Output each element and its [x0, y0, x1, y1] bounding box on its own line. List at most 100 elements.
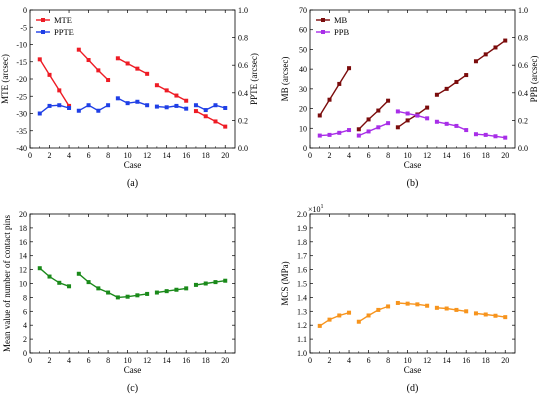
data-point [67, 284, 72, 289]
data-point [444, 306, 449, 311]
x-tick-label: 12 [423, 151, 431, 160]
data-point [454, 123, 459, 128]
y-axis-label-left: MCS (MPa) [280, 261, 290, 305]
data-point [356, 133, 361, 138]
series-line [156, 105, 187, 110]
legend-swatch-marker [321, 30, 325, 34]
data-point [464, 73, 469, 78]
legend-swatch-marker [321, 18, 325, 22]
series-line [156, 287, 187, 294]
x-axis-label: Case [404, 365, 422, 375]
data-point [76, 47, 81, 52]
x-tick-label: 8 [386, 151, 390, 160]
y-tick-label-left: 40 [299, 65, 307, 74]
y-axis-label-right: PPTE (arcsec) [249, 53, 259, 105]
x-tick-label: 8 [386, 356, 390, 365]
series-line [319, 67, 350, 116]
x-tick-label: 18 [482, 151, 490, 160]
y-tick-label-right: 0.0 [238, 144, 248, 153]
y-tick-label-right: 0.0 [518, 144, 528, 153]
data-point [356, 127, 361, 132]
data-point [454, 307, 459, 312]
data-point [106, 78, 111, 83]
data-point [57, 280, 62, 285]
data-point [464, 128, 469, 133]
data-point [317, 113, 322, 118]
y-tick-label-left: 30 [299, 85, 307, 94]
data-point [37, 57, 42, 62]
legend-swatch-marker [41, 18, 45, 22]
data-point [327, 132, 332, 137]
x-tick-label: 10 [124, 151, 132, 160]
data-point [347, 66, 352, 71]
y-tick-label-right: 0.2 [518, 116, 528, 125]
y-tick-label-left: 1.5 [297, 280, 307, 289]
x-tick-label: 16 [182, 151, 190, 160]
x-tick-label: 16 [462, 356, 470, 365]
y-tick-label-left: 1.4 [297, 293, 307, 302]
data-point [473, 59, 478, 64]
data-point [135, 293, 140, 298]
x-tick-label: 6 [87, 151, 91, 160]
data-point [493, 45, 498, 50]
panel-b: 0 2 4 6 8 10 12 14 16 18 20 Case 0 10 20 30 40 50 60 70 MB (… [280, 6, 539, 189]
x-tick-label: 14 [163, 151, 171, 160]
data-point [473, 132, 478, 137]
data-point [356, 319, 361, 324]
legend-swatch-marker [41, 30, 45, 34]
y-tick-label-left: 20 [19, 210, 27, 219]
data-point [67, 103, 72, 108]
series-line [39, 58, 70, 107]
series-line [436, 74, 467, 96]
data-point [386, 121, 391, 126]
y-tick-label-right: 0.4 [518, 89, 528, 98]
data-point [386, 304, 391, 309]
y-tick-label-left: 1.1 [297, 335, 307, 344]
series-line [475, 40, 506, 62]
data-point [493, 134, 498, 139]
x-tick-label: 8 [106, 356, 110, 365]
series-line [37, 266, 228, 300]
panel-a: 0 2 4 6 8 10 12 14 16 18 20 Case -40 -35 -30 -25 -20 -15 -… [0, 6, 259, 189]
data-point [37, 266, 42, 271]
data-point [213, 119, 218, 124]
y-tick-label-left: 0 [303, 144, 307, 153]
y-tick-label-left: 1.3 [297, 307, 307, 316]
x-tick-label: 0 [308, 356, 312, 365]
y-axis-label-left: Mean value of number of contact pins [2, 215, 12, 352]
data-point [395, 300, 400, 305]
y-tick-label-right: 0.4 [238, 89, 248, 98]
y-tick-label-left: 2.0 [297, 210, 307, 219]
data-point [57, 88, 62, 93]
data-point [395, 125, 400, 130]
panel-label: (d) [407, 383, 419, 394]
data-point [96, 68, 101, 73]
data-point [405, 301, 410, 306]
x-tick-label: 2 [48, 356, 52, 365]
data-point [193, 282, 198, 287]
x-tick-label: 6 [367, 151, 371, 160]
data-point [366, 117, 371, 122]
y-tick-label-left: 20 [299, 105, 307, 114]
data-point [96, 286, 101, 291]
x-tick-label: 20 [501, 151, 509, 160]
x-tick-label: 2 [328, 151, 332, 160]
data-point [47, 72, 52, 77]
x-axis-label: Case [124, 160, 142, 170]
series-line [475, 312, 506, 318]
data-point [164, 105, 169, 110]
data-point [386, 98, 391, 103]
data-point [57, 103, 62, 108]
y-tick-label-left: -25 [16, 92, 27, 101]
series-line [78, 104, 109, 112]
data-point [444, 86, 449, 91]
data-point [223, 105, 228, 110]
y-tick-label-right: 0.6 [238, 61, 248, 70]
data-point [135, 99, 140, 104]
y-tick-label-left: 16 [19, 238, 27, 247]
data-point [154, 104, 159, 109]
data-point [337, 81, 342, 86]
series-ppte [37, 96, 228, 116]
y-tick-label-left: 1.9 [297, 224, 307, 233]
y-tick-label-left: -15 [16, 58, 27, 67]
